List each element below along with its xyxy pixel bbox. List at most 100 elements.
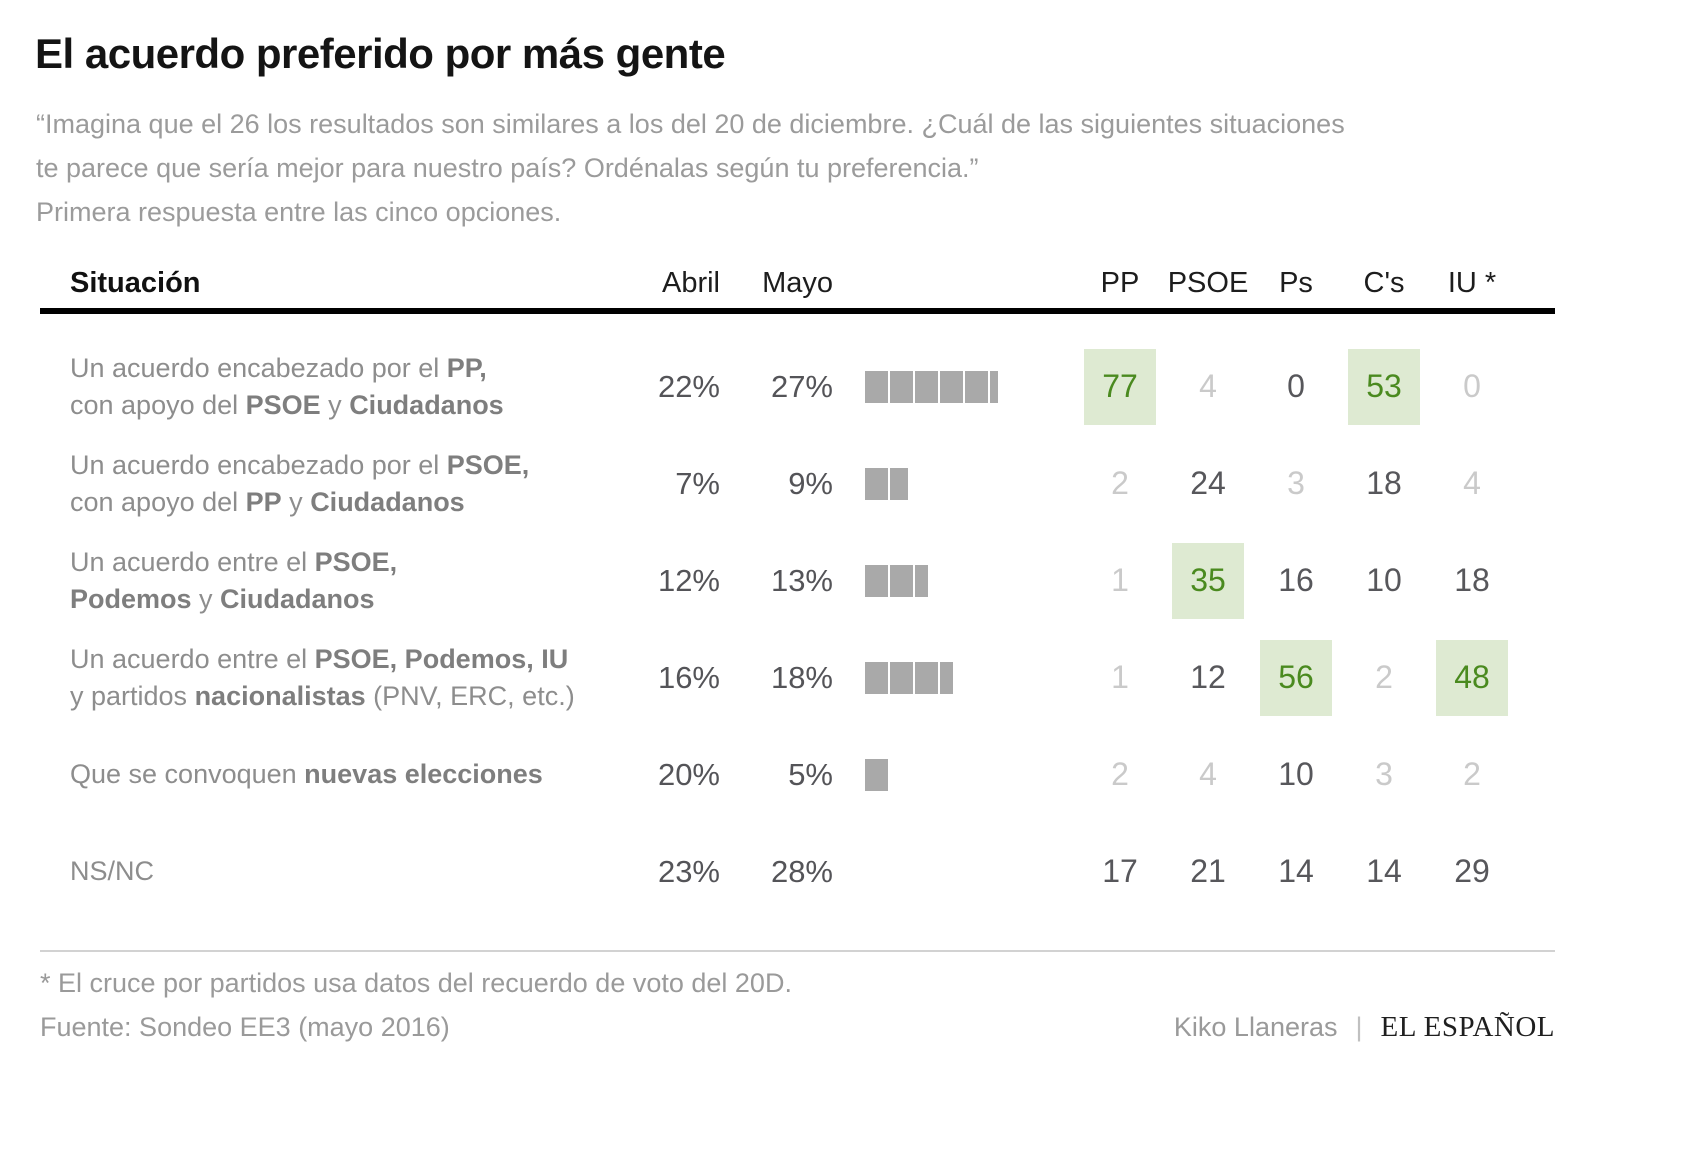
abril-pct: 20%	[657, 756, 720, 792]
value-pp: 2	[1076, 435, 1164, 532]
value-box-cs: 2	[1375, 659, 1393, 695]
value-psoe: 21	[1164, 823, 1252, 920]
brand-logo: EL ESPAÑOL	[1380, 1011, 1555, 1043]
value-box-ps: 10	[1278, 756, 1314, 792]
mayo-bar-cell	[833, 758, 1076, 791]
value-ps: 16	[1252, 532, 1340, 629]
subtitle-quote: “Imagina que el 26 los resultados son si…	[36, 109, 1345, 183]
abril-pct: 23%	[657, 853, 720, 889]
abril-pct: 22%	[657, 368, 720, 404]
value-ps: 3	[1252, 435, 1340, 532]
value-ps: 10	[1252, 726, 1340, 823]
value-box-psoe: 35	[1172, 542, 1244, 619]
value-box-pp: 1	[1111, 659, 1129, 695]
credit-author: Kiko Llaneras	[1173, 1012, 1338, 1042]
mayo-bar-cell	[833, 370, 1076, 403]
table-row: Que se convoquen nuevas elecciones 20% 5% 2…	[40, 726, 1555, 823]
table-row: Un acuerdo encabezado por el PSOE, con ap…	[40, 435, 1555, 532]
credit-separator: |	[1355, 1012, 1363, 1042]
value-iu: 2	[1428, 726, 1516, 823]
value-psoe: 12	[1164, 629, 1252, 726]
mayo-bar	[865, 661, 953, 694]
value-cs: 14	[1340, 823, 1428, 920]
situation-label: Un acuerdo entre el PSOE, Podemos, IU y p…	[70, 643, 575, 711]
table-row: Un acuerdo entre el PSOE, Podemos y Ciuda…	[40, 532, 1555, 629]
value-box-iu: 48	[1436, 639, 1508, 716]
column-header-iu: IU *	[1447, 267, 1497, 299]
situation-label: Un acuerdo entre el PSOE, Podemos y Ciuda…	[70, 546, 398, 614]
value-cs: 2	[1340, 629, 1428, 726]
value-box-iu: 2	[1463, 756, 1481, 792]
value-box-ps: 3	[1287, 465, 1305, 501]
mayo-pct: 27%	[770, 368, 833, 404]
footnote: * El cruce por partidos usa datos del re…	[40, 968, 792, 998]
value-box-cs: 10	[1366, 562, 1402, 598]
subtitle-note: Primera respuesta entre las cinco opcion…	[36, 197, 562, 227]
table-header-row: Situación Abril Mayo PP PSOE Ps C's IU *	[40, 262, 1555, 308]
value-box-psoe: 12	[1190, 659, 1226, 695]
mayo-pct: 5%	[788, 756, 833, 792]
value-pp: 2	[1076, 726, 1164, 823]
table-body: Un acuerdo encabezado por el PP, con apoy…	[40, 314, 1555, 920]
value-iu: 48	[1428, 629, 1516, 726]
credit: Kiko Llaneras | EL ESPAÑOL	[1174, 1011, 1555, 1044]
mayo-pct: 18%	[770, 659, 833, 695]
mayo-pct: 28%	[770, 853, 833, 889]
value-psoe: 4	[1164, 726, 1252, 823]
table-row: Un acuerdo entre el PSOE, Podemos, IU y p…	[40, 629, 1555, 726]
value-box-cs: 14	[1366, 853, 1402, 889]
mayo-bar	[865, 758, 888, 791]
value-psoe: 35	[1164, 532, 1252, 629]
value-psoe: 24	[1164, 435, 1252, 532]
table-row: Un acuerdo encabezado por el PP, con apoy…	[40, 338, 1555, 435]
value-box-pp: 77	[1084, 348, 1156, 425]
value-iu: 0	[1428, 338, 1516, 435]
value-box-psoe: 24	[1190, 465, 1226, 501]
value-box-ps: 56	[1260, 639, 1332, 716]
value-ps: 56	[1252, 629, 1340, 726]
column-header-ps: Ps	[1279, 267, 1313, 299]
footer: * El cruce por partidos usa datos del re…	[40, 968, 1555, 1044]
value-box-psoe: 21	[1190, 853, 1226, 889]
value-box-ps: 14	[1278, 853, 1314, 889]
abril-pct: 12%	[657, 562, 720, 598]
situation-label: Un acuerdo encabezado por el PSOE, con ap…	[70, 449, 530, 517]
value-pp: 1	[1076, 532, 1164, 629]
value-pp: 1	[1076, 629, 1164, 726]
value-box-cs: 3	[1375, 756, 1393, 792]
value-box-iu: 18	[1454, 562, 1490, 598]
value-box-pp: 17	[1102, 853, 1138, 889]
mayo-pct: 9%	[788, 465, 833, 501]
header-rule	[40, 308, 1555, 314]
value-cs: 53	[1340, 338, 1428, 435]
column-header-pp: PP	[1100, 267, 1140, 299]
value-box-iu: 29	[1454, 853, 1490, 889]
situation-label: Que se convoquen nuevas elecciones	[70, 759, 543, 789]
value-psoe: 4	[1164, 338, 1252, 435]
abril-pct: 7%	[675, 465, 720, 501]
value-box-pp: 2	[1111, 465, 1129, 501]
value-iu: 18	[1428, 532, 1516, 629]
value-box-iu: 0	[1463, 368, 1481, 404]
value-box-psoe: 4	[1199, 368, 1217, 404]
abril-pct: 16%	[657, 659, 720, 695]
value-cs: 3	[1340, 726, 1428, 823]
value-ps: 14	[1252, 823, 1340, 920]
chart-subtitle: “Imagina que el 26 los resultados son si…	[36, 102, 1346, 234]
situation-label: Un acuerdo encabezado por el PP, con apoy…	[70, 352, 504, 420]
value-cs: 18	[1340, 435, 1428, 532]
column-header-abril: Abril	[661, 267, 720, 299]
value-pp: 17	[1076, 823, 1164, 920]
situations-table: Situación Abril Mayo PP PSOE Ps C's IU *…	[40, 262, 1555, 952]
value-box-pp: 2	[1111, 756, 1129, 792]
footer-rule	[40, 950, 1555, 952]
column-header-situacion: Situación	[70, 267, 201, 299]
value-box-pp: 1	[1111, 562, 1129, 598]
column-header-cs: C's	[1363, 267, 1405, 299]
column-header-mayo: Mayo	[762, 267, 833, 299]
table-row: NS/NC 23% 28% 17 21 14 14 29	[40, 823, 1555, 920]
value-box-ps: 16	[1278, 562, 1314, 598]
value-box-cs: 53	[1348, 348, 1420, 425]
value-box-cs: 18	[1366, 465, 1402, 501]
